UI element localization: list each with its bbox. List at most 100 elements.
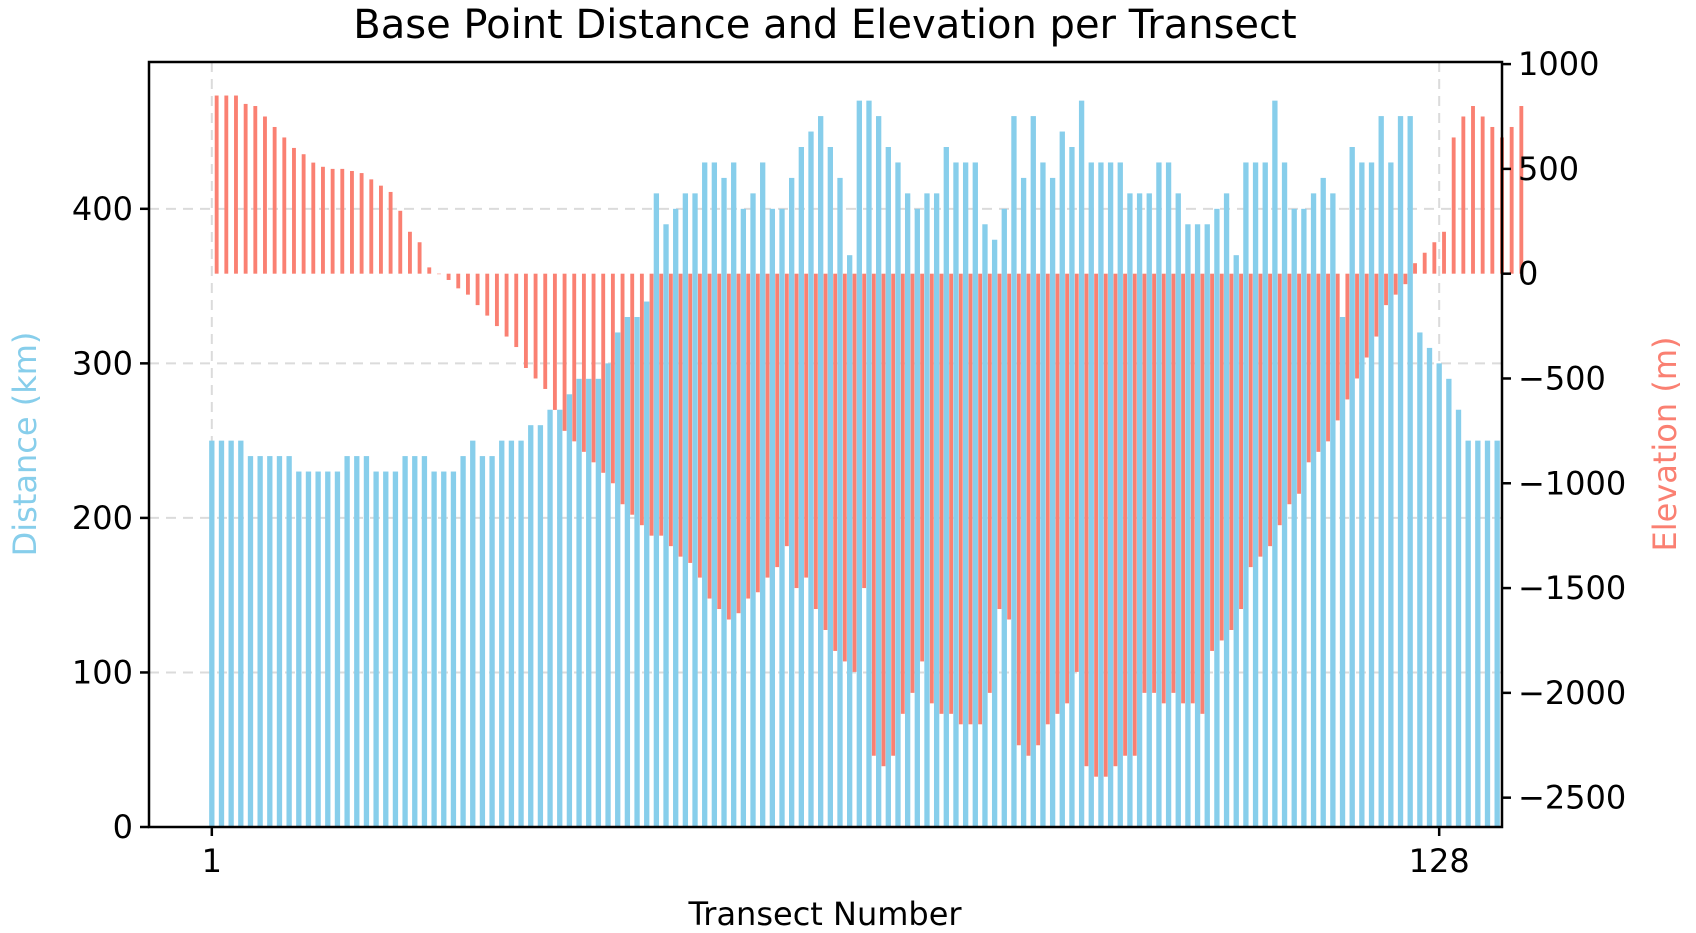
elevation-bar [369, 179, 374, 274]
distance-bar [1301, 208, 1307, 827]
elevation-bar [465, 273, 470, 295]
elevation-bar [1210, 273, 1215, 651]
distance-bar [450, 471, 457, 827]
elevation-bar [1219, 273, 1224, 641]
elevation-bar [1055, 273, 1060, 714]
elevation-bar [282, 137, 287, 274]
elevation-bar [707, 273, 712, 599]
distance-bar [431, 471, 437, 827]
distance-bar [731, 162, 737, 828]
elevation-bar [446, 273, 451, 280]
distance-bar [528, 425, 534, 827]
distance-bar [479, 456, 486, 827]
elevation-bar [823, 273, 828, 630]
distance-bar [779, 208, 785, 827]
elevation-bar [746, 273, 751, 599]
distance-bar [247, 456, 254, 827]
distance-bar [1281, 162, 1288, 828]
distance-bar [286, 456, 292, 827]
distance-bar [1272, 100, 1278, 828]
distance-bar [383, 471, 389, 827]
distance-bar [663, 224, 669, 828]
chart-title: Base Point Distance and Elevation per Tr… [353, 2, 1296, 48]
elevation-bar [649, 273, 654, 536]
y-tick-label-right: −1000 [1518, 464, 1626, 502]
distance-bar [1233, 255, 1239, 827]
elevation-bar [1036, 273, 1041, 746]
elevation-bar [1142, 273, 1147, 693]
distance-bar [209, 440, 215, 827]
ticks-layer: 0 100 200 300 400 −2500 −2000 −1500 −1000 −500 0 50… [72, 45, 1626, 880]
elevation-bar [1471, 106, 1475, 274]
elevation-bars [214, 95, 1524, 777]
distance-bar [1484, 440, 1491, 827]
distance-bar [344, 456, 350, 827]
distance-bar [1368, 162, 1375, 828]
distance-bar [1030, 116, 1036, 827]
distance-bar [1339, 317, 1346, 827]
distance-bar [267, 456, 273, 827]
distance-bar [441, 471, 447, 827]
distance-bar [518, 440, 524, 827]
elevation-bar [321, 166, 325, 274]
elevation-bar [881, 273, 886, 767]
distance-bar [1388, 162, 1394, 828]
elevation-bar [523, 273, 528, 368]
elevation-bar [1074, 273, 1079, 672]
distance-bar [1359, 162, 1365, 828]
elevation-bar [1277, 273, 1282, 526]
distance-bar [334, 471, 341, 827]
distance-bar [904, 193, 911, 827]
y-tick-label-left: 0 [113, 808, 133, 846]
distance-bar [586, 378, 592, 827]
elevation-bar [1326, 273, 1330, 442]
elevation-bar [833, 273, 838, 651]
y-tick-label-right: 500 [1518, 150, 1579, 188]
distance-bar [1378, 116, 1384, 827]
elevation-bar [1045, 273, 1050, 725]
distance-bar [914, 208, 920, 827]
distance-bar [1107, 162, 1114, 828]
distance-bar [1455, 409, 1462, 827]
elevation-bar [1374, 273, 1379, 337]
distance-bar [605, 363, 611, 827]
elevation-bar [978, 273, 983, 725]
distance-bar [866, 100, 872, 828]
elevation-bar [1248, 273, 1253, 568]
elevation-bar [601, 273, 606, 473]
elevation-bar [1161, 273, 1166, 704]
elevation-bar [1461, 116, 1466, 274]
elevation-bar [1132, 273, 1137, 756]
distance-bar [837, 177, 843, 828]
elevation-bar [987, 273, 992, 693]
distance-bar [624, 317, 631, 827]
elevation-bar [562, 273, 567, 431]
elevation-bar [736, 273, 741, 614]
elevation-bar [726, 273, 731, 620]
elevation-bar [949, 273, 954, 714]
elevation-bar [514, 273, 519, 348]
distance-bar [740, 208, 747, 827]
elevation-bar [272, 126, 277, 274]
elevation-bar [359, 173, 364, 274]
distance-bar [750, 193, 756, 827]
distance-bar [1310, 193, 1317, 827]
distance-bar [682, 193, 689, 827]
distance-bar [1494, 440, 1500, 827]
distance-bar [1417, 332, 1423, 827]
elevation-bar [1490, 126, 1495, 274]
elevation-bar [1181, 273, 1186, 704]
y-tick-label-left: 200 [72, 499, 133, 537]
elevation-bar [1007, 273, 1012, 620]
distance-bar [789, 177, 795, 828]
elevation-bar [1519, 106, 1524, 274]
elevation-bar [417, 242, 422, 274]
elevation-bar [543, 273, 548, 389]
elevation-bar [968, 273, 973, 725]
distance-bar [305, 471, 312, 827]
distance-bar [508, 440, 515, 827]
elevation-bar [1016, 273, 1021, 746]
elevation-bar [456, 273, 461, 289]
elevation-bar [301, 154, 306, 274]
distance-bar [489, 456, 495, 827]
